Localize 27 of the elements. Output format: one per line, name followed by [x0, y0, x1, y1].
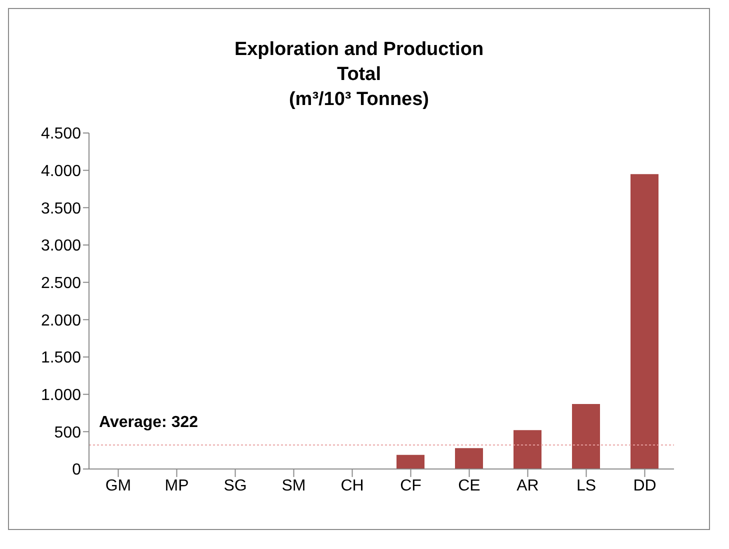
- x-tick-label: CF: [400, 477, 422, 494]
- x-tick-label: CE: [458, 477, 480, 494]
- y-tick-label: 1.000: [40, 387, 82, 404]
- y-tick-label: 1.500: [40, 350, 82, 367]
- x-tick-label: MP: [164, 477, 189, 494]
- bar: [572, 404, 600, 469]
- y-tick-label: 2.500: [40, 275, 82, 292]
- y-tick-label: 500: [54, 424, 82, 442]
- y-tick-label: 3.500: [40, 200, 82, 218]
- x-tick-label: CH: [340, 477, 364, 494]
- x-tick-label: SM: [282, 477, 306, 494]
- y-tick-label: 0: [72, 462, 82, 479]
- y-tick-label: 4.500: [40, 126, 82, 143]
- chart-title: Exploration and Production Total (m³/10³ Tonnes): [233, 38, 485, 112]
- x-tick-label: LS: [576, 477, 596, 494]
- y-tick-label: 4.000: [40, 163, 82, 180]
- x-tick-label: AR: [516, 477, 539, 494]
- bar: [514, 430, 542, 469]
- y-tick-label: 2.000: [40, 312, 82, 330]
- y-tick-label: 3.000: [40, 238, 82, 255]
- bar: [630, 174, 658, 469]
- bar: [396, 454, 424, 469]
- ref-line-label: Average: 322: [99, 414, 198, 431]
- bar: [455, 448, 483, 469]
- x-tick-label: DD: [633, 477, 656, 494]
- x-tick-label: GM: [105, 477, 132, 494]
- x-tick-label: SG: [224, 477, 247, 494]
